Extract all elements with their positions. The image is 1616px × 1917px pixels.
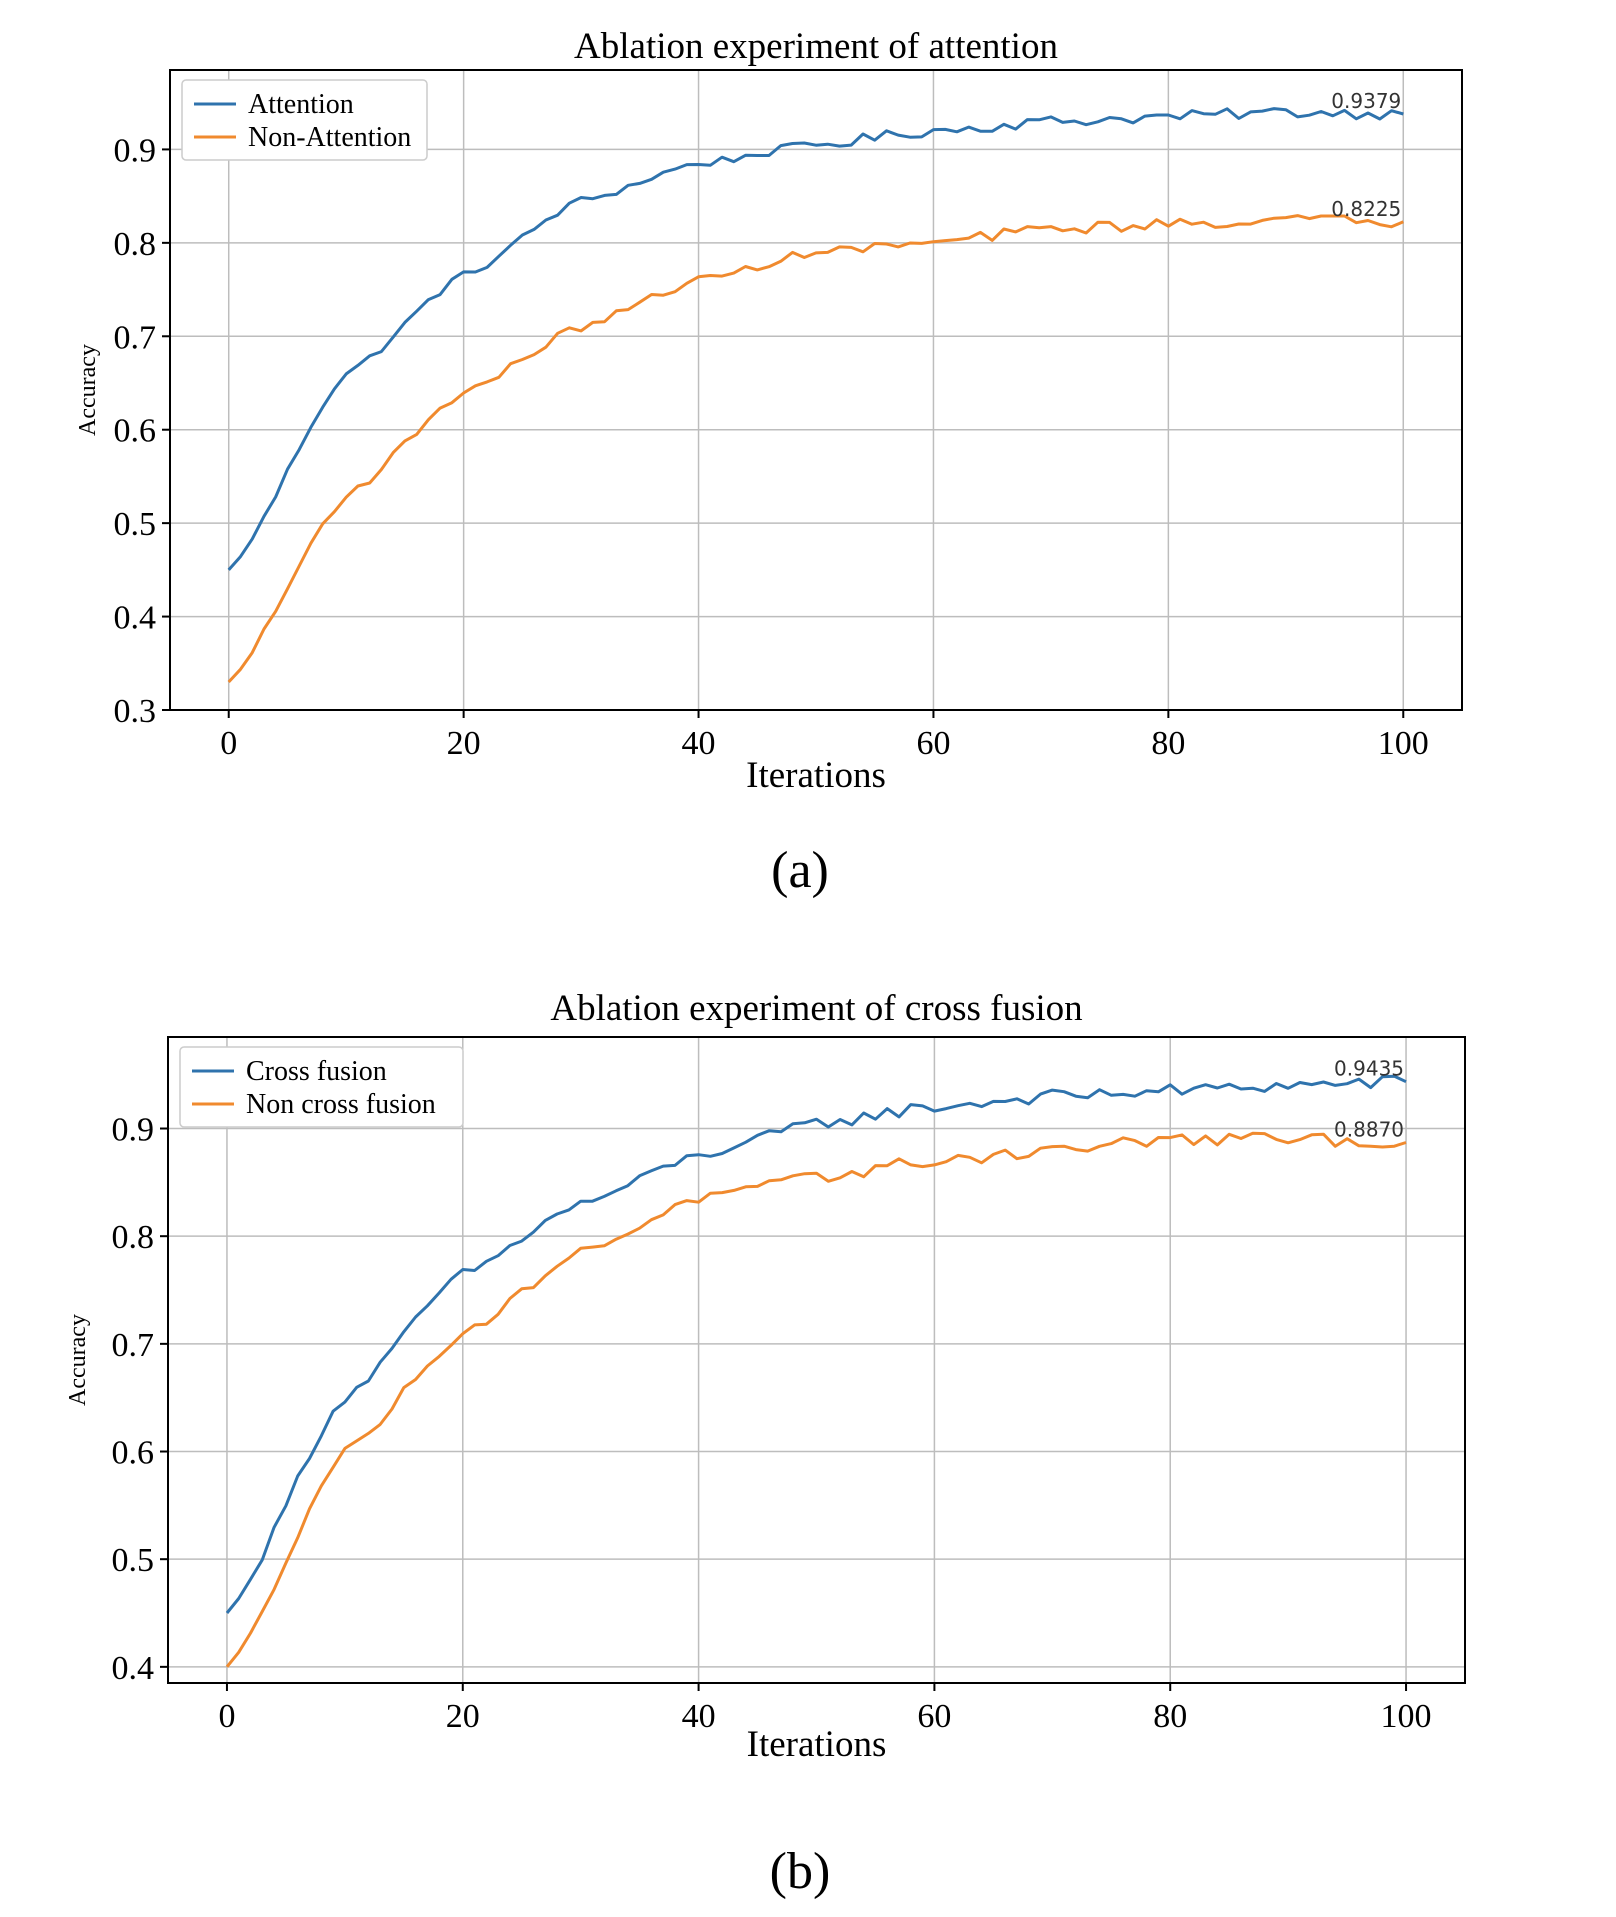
series-line-cross-fusion <box>225 1074 1407 1614</box>
y-tick-label: 0.3 <box>114 693 157 730</box>
legend-label: Attention <box>248 89 354 120</box>
end-value-annotation: 0.9379 <box>1331 89 1401 113</box>
plot-frame <box>167 1036 1466 1684</box>
end-value-annotation: 0.8870 <box>1334 1118 1404 1142</box>
chart-title: Ablation experiment of cross fusion <box>550 988 1082 1029</box>
series-line-non-attention <box>227 214 1404 684</box>
y-tick-label: 0.5 <box>114 506 157 543</box>
x-tick-label: 60 <box>916 725 950 762</box>
x-tick-label: 40 <box>682 1698 716 1735</box>
x-tick-label: 0 <box>218 1698 235 1735</box>
y-tick-label: 0.8 <box>114 226 157 263</box>
y-tick-label: 0.5 <box>112 1542 155 1579</box>
figure-caption: (b) <box>770 1843 831 1900</box>
legend-label: Cross fusion <box>246 1056 387 1087</box>
x-axis-label: Iterations <box>747 1724 887 1765</box>
y-axis-label: Accuracy <box>75 344 101 436</box>
grid <box>168 1037 1465 1683</box>
y-tick-label: 0.6 <box>112 1435 155 1472</box>
grid <box>170 70 1462 711</box>
legend-label: Non-Attention <box>248 122 411 153</box>
figure-caption: (a) <box>771 842 829 899</box>
y-tick-label: 0.6 <box>114 413 157 450</box>
y-tick-label: 0.8 <box>112 1219 155 1256</box>
end-value-annotation: 0.9435 <box>1334 1057 1404 1081</box>
legend-box <box>181 79 428 161</box>
legend-label: Non cross fusion <box>246 1089 436 1120</box>
y-tick-label: 0.7 <box>112 1327 155 1364</box>
x-tick-label: 80 <box>1151 725 1185 762</box>
plot-frame <box>169 69 1463 711</box>
y-tick-label: 0.9 <box>112 1112 155 1149</box>
x-tick-label: 40 <box>682 725 716 762</box>
x-tick-label: 20 <box>446 1698 480 1735</box>
y-axis-label: Accuracy <box>65 1314 91 1406</box>
y-tick-label: 0.9 <box>114 132 157 169</box>
chart-cross-fusion: 0 20 40 60 80 100 0.4 0.5 0.6 0.7 0.8 0.9 Ablation e… <box>65 988 1466 1900</box>
end-value-annotation: 0.8225 <box>1331 197 1401 221</box>
x-tick-label: 20 <box>447 725 481 762</box>
y-tick-label: 0.4 <box>114 600 157 637</box>
chart-attention: 0 20 40 60 80 100 0.3 0.4 0.5 0.6 0.7 0.8 0.9 Ablatio… <box>75 26 1463 899</box>
x-tick-label: 0 <box>220 725 237 762</box>
x-tick-label: 80 <box>1153 1698 1187 1735</box>
series-line-attention <box>227 107 1404 571</box>
x-tick-label: 60 <box>917 1698 951 1735</box>
series-line-non-cross-fusion <box>225 1131 1407 1668</box>
x-tick-label: 100 <box>1378 725 1429 762</box>
chart-title: Ablation experiment of attention <box>574 26 1058 67</box>
y-tick-label: 0.4 <box>112 1650 155 1687</box>
y-tick-label: 0.7 <box>114 319 157 356</box>
legend-box <box>179 1046 464 1128</box>
x-axis-label: Iterations <box>746 755 886 796</box>
x-tick-label: 100 <box>1381 1698 1432 1735</box>
